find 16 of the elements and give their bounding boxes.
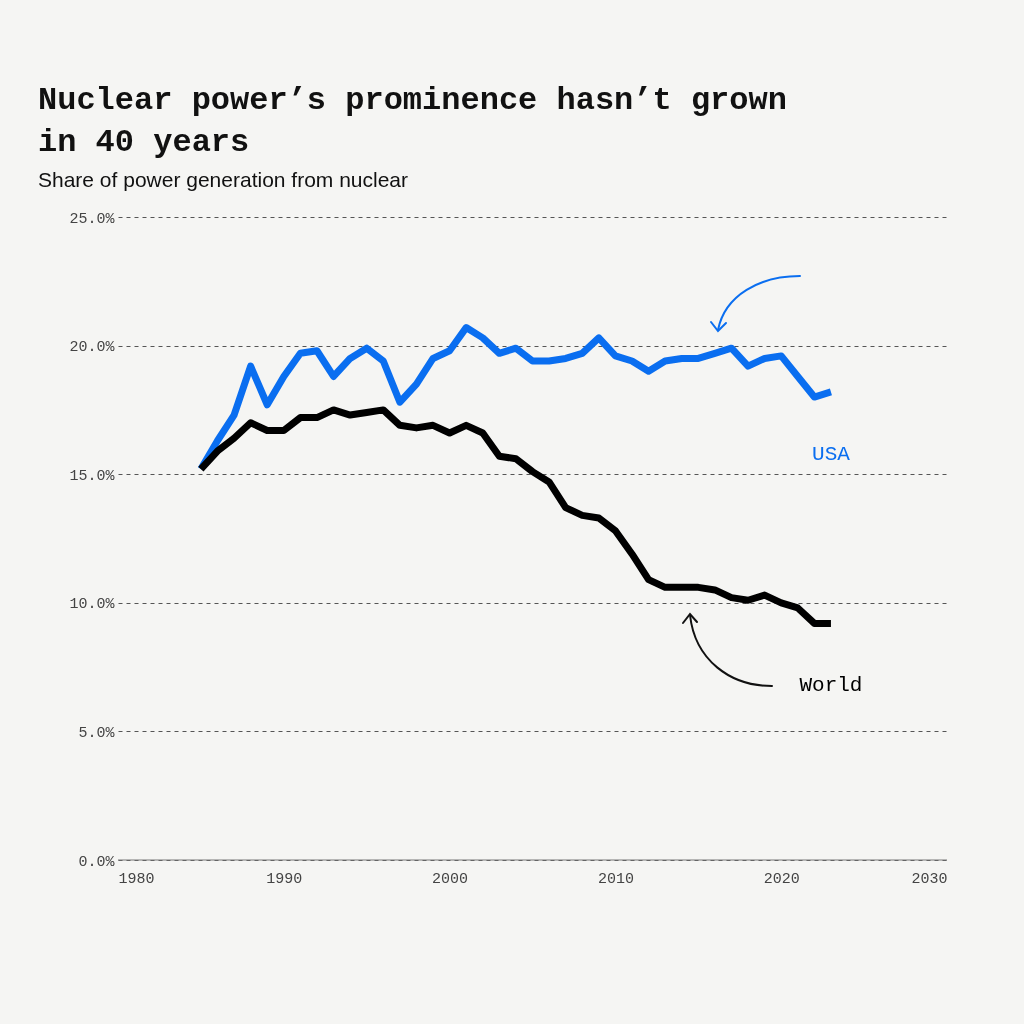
x-tick-label: 2010 bbox=[597, 870, 634, 888]
chart-title: Nuclear power’s prominence hasn’t grown in 40 years bbox=[38, 81, 788, 163]
y-tick-label: 10.0% bbox=[69, 596, 116, 614]
text: World bbox=[799, 674, 863, 698]
text: USA bbox=[812, 442, 851, 466]
x-tick-label: 2020 bbox=[763, 870, 800, 888]
chart-subtitle: Share of power generation from nuclear bbox=[38, 168, 409, 192]
y-tick-label: 20.0% bbox=[69, 339, 116, 357]
x-tick-label: 2000 bbox=[432, 870, 469, 888]
y-tick-label: 25.0% bbox=[69, 210, 116, 228]
x-tick-label: 1990 bbox=[266, 870, 303, 888]
y-tick-label: 15.0% bbox=[69, 467, 116, 485]
y-tick-label: 0.0% bbox=[78, 853, 116, 871]
y-tick-label: 5.0% bbox=[78, 724, 116, 742]
x-tick-label: 1980 bbox=[118, 870, 155, 888]
x-tick-label: 2030 bbox=[911, 870, 948, 888]
